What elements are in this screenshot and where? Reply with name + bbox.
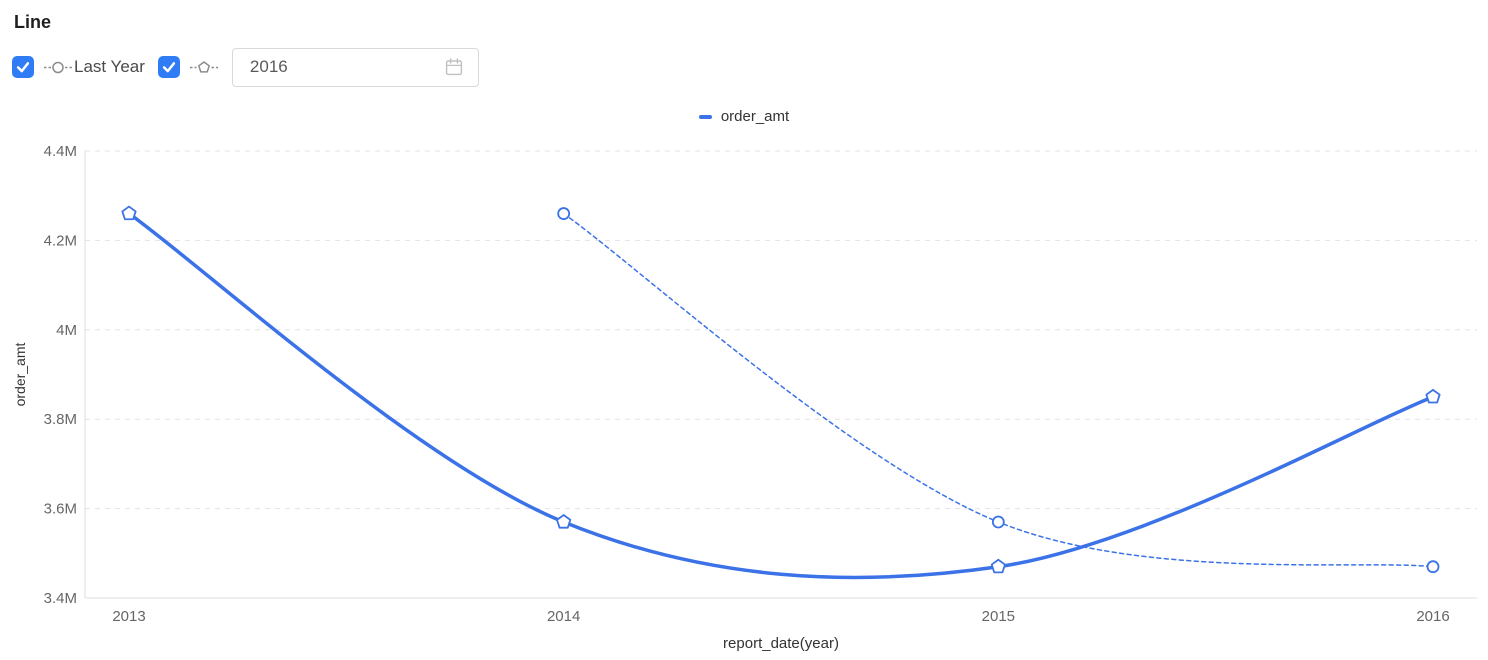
legend-marker [698, 114, 712, 119]
y-tick-label: 4.4M [44, 143, 77, 160]
last-year-checkbox[interactable] [12, 56, 34, 78]
data-point-order_amt-2014[interactable] [556, 514, 572, 529]
y-tick-label: 4.2M [44, 232, 77, 249]
y-tick-label: 3.8M [44, 411, 77, 428]
controls-row: Last Year 2016 [12, 47, 479, 87]
checkmark-icon [16, 62, 30, 73]
data-point-last-year-2014[interactable] [557, 207, 571, 220]
legend-label: order_amt [720, 108, 790, 125]
data-point-order_amt-2015[interactable] [990, 558, 1006, 574]
chart-legend[interactable]: order_amt [0, 108, 1488, 125]
series-line-solid [127, 211, 1435, 580]
y-tick-label: 4M [56, 322, 77, 339]
series-line-dashed [562, 212, 1434, 568]
y-axis-title: order_amt [12, 342, 28, 406]
x-axis-title: report_date(year) [723, 635, 839, 652]
year-picker-value: 2016 [249, 57, 288, 76]
last-year-label: Last Year [74, 57, 145, 76]
pentagon-series-marker-icon [189, 60, 219, 75]
data-point-last-year-2015[interactable] [991, 515, 1005, 529]
x-tick-label: 2015 [982, 608, 1015, 625]
year-picker[interactable]: 2016 [231, 47, 479, 87]
y-tick-label: 3.4M [44, 590, 77, 607]
y-tick-label: 3.6M [44, 501, 77, 518]
data-point-order_amt-2013[interactable] [121, 205, 137, 221]
data-point-last-year-2016[interactable] [1426, 560, 1440, 574]
circle-series-marker-icon [43, 60, 73, 75]
current-year-checkbox[interactable] [157, 56, 180, 78]
x-tick-label: 2016 [1416, 608, 1449, 625]
data-point-order_amt-2016[interactable] [1425, 388, 1441, 404]
calendar-icon[interactable] [444, 57, 464, 77]
x-tick-label: 2013 [112, 608, 145, 625]
widget-title: Line [14, 12, 52, 32]
x-tick-label: 2014 [547, 608, 580, 625]
checkmark-icon [162, 62, 176, 73]
